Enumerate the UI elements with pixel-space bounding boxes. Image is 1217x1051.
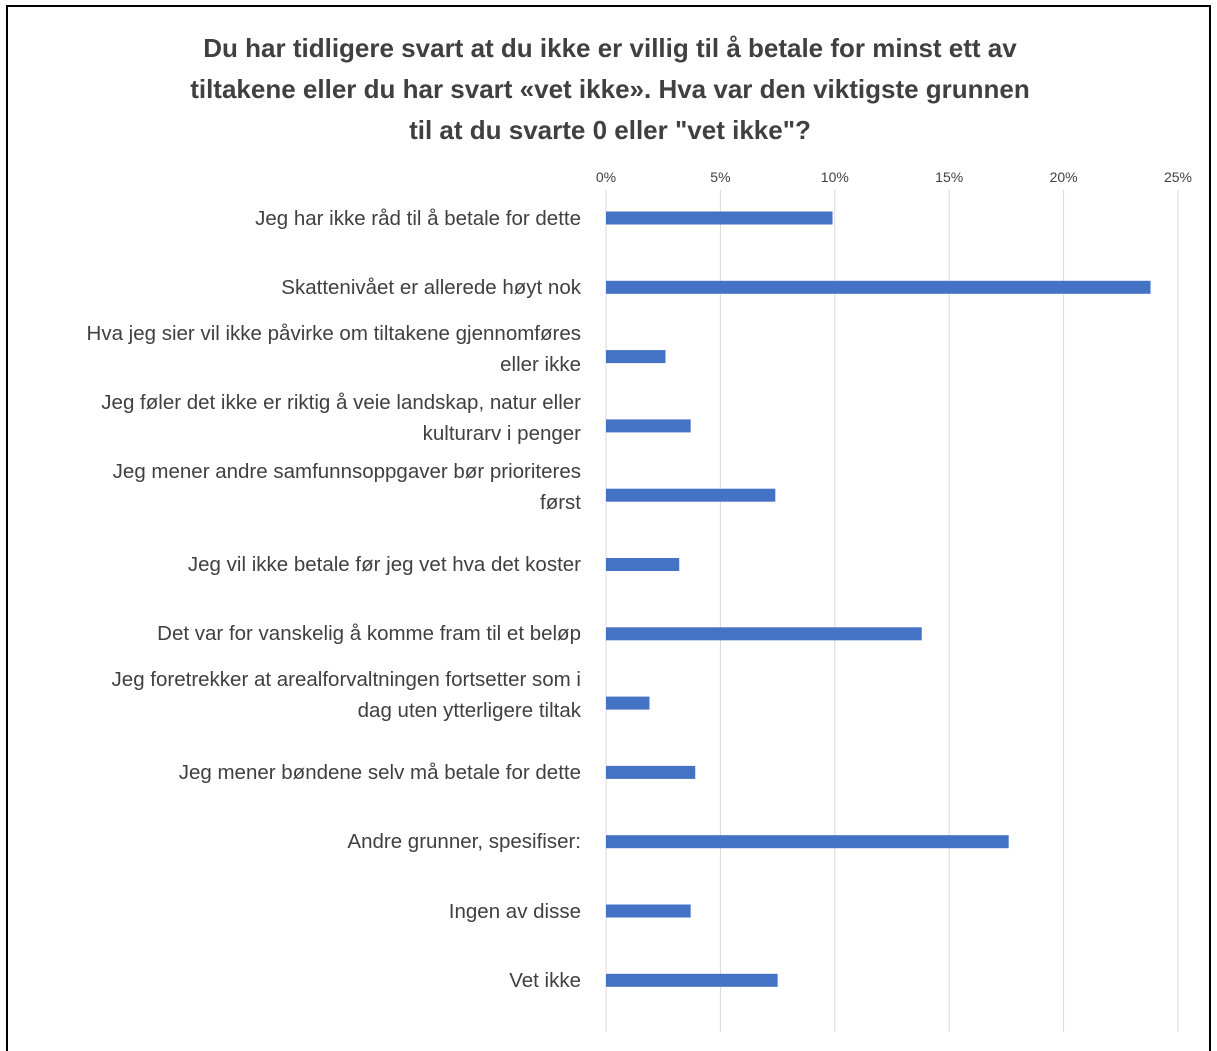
category-label: Jeg mener bøndene selv må betale for det… bbox=[6, 757, 581, 788]
category-label-line: Jeg føler det ikke er riktig å veie land… bbox=[101, 390, 581, 414]
category-label: Vet ikke bbox=[6, 965, 581, 996]
x-tick-label: 25% bbox=[1164, 169, 1192, 185]
chart-title-line-1: Du har tidligere svart at du ikke er vil… bbox=[203, 33, 1017, 63]
x-tick-label: 15% bbox=[935, 169, 963, 185]
category-label-line: kulturarv i penger bbox=[422, 421, 581, 445]
category-label: Jeg føler det ikke er riktig å veie land… bbox=[6, 387, 581, 449]
category-label: Jeg vil ikke betale før jeg vet hva det … bbox=[6, 549, 581, 580]
category-label-line: Jeg vil ikke betale før jeg vet hva det … bbox=[187, 553, 581, 576]
chart-frame bbox=[6, 5, 1211, 1051]
bar bbox=[606, 765, 696, 779]
category-label-line: Det var for vanskelig å komme fram til e… bbox=[157, 622, 581, 646]
bar bbox=[606, 696, 650, 710]
category-label-line: Jeg foretrekker at arealforvaltningen fo… bbox=[111, 668, 581, 692]
bar bbox=[606, 973, 778, 987]
x-tick-label: 20% bbox=[1050, 169, 1078, 185]
category-label-line: Andre grunner, spesifiser: bbox=[347, 830, 581, 854]
category-label-line: Hva jeg sier vil ikke påvirke om tiltake… bbox=[86, 321, 581, 345]
category-label-line: først bbox=[540, 491, 581, 515]
category-label-line: dag uten ytterligere tiltak bbox=[357, 699, 581, 723]
bar bbox=[606, 488, 776, 502]
category-label-line: Skattenivået er allerede høyt nok bbox=[281, 275, 581, 299]
category-label: Hva jeg sier vil ikke påvirke om tiltake… bbox=[6, 318, 581, 380]
bar bbox=[606, 627, 922, 641]
bar bbox=[606, 280, 1151, 294]
category-label: Det var for vanskelig å komme fram til e… bbox=[6, 618, 581, 649]
chart-title-line-3: til at du svarte 0 eller "vet ikke"? bbox=[409, 115, 811, 145]
category-label: Andre grunner, spesifiser: bbox=[6, 826, 581, 857]
category-label-line: Jeg mener bøndene selv må betale for det… bbox=[178, 760, 581, 784]
x-tick-label: 5% bbox=[710, 169, 730, 185]
bar bbox=[606, 419, 691, 433]
category-label: Jeg mener andre samfunnsoppgaver bør pri… bbox=[6, 456, 581, 518]
category-label: Skattenivået er allerede høyt nok bbox=[6, 272, 581, 303]
bar bbox=[606, 211, 833, 225]
category-label-line: Jeg har ikke råd til å betale for dette bbox=[255, 206, 581, 230]
bar bbox=[606, 558, 680, 571]
category-label: Jeg har ikke råd til å betale for dette bbox=[6, 203, 581, 234]
category-label: Jeg foretrekker at arealforvaltningen fo… bbox=[6, 664, 581, 726]
chart-title-line-2: tiltakene eller du har svart «vet ikke».… bbox=[190, 74, 1030, 104]
bar bbox=[606, 904, 691, 918]
category-label-line: Ingen av disse bbox=[448, 899, 581, 923]
x-tick-label: 10% bbox=[821, 169, 849, 185]
category-label-line: Vet ikke bbox=[509, 968, 581, 992]
category-label-line: eller ikke bbox=[500, 352, 581, 376]
bar bbox=[606, 350, 666, 364]
x-tick-label: 0% bbox=[596, 169, 616, 185]
category-label-line: Jeg mener andre samfunnsoppgaver bør pri… bbox=[112, 460, 581, 484]
bar bbox=[606, 835, 1009, 849]
category-label: Ingen av disse bbox=[6, 896, 581, 927]
chart-title: Du har tidligere svart at du ikke er vil… bbox=[60, 28, 1160, 151]
